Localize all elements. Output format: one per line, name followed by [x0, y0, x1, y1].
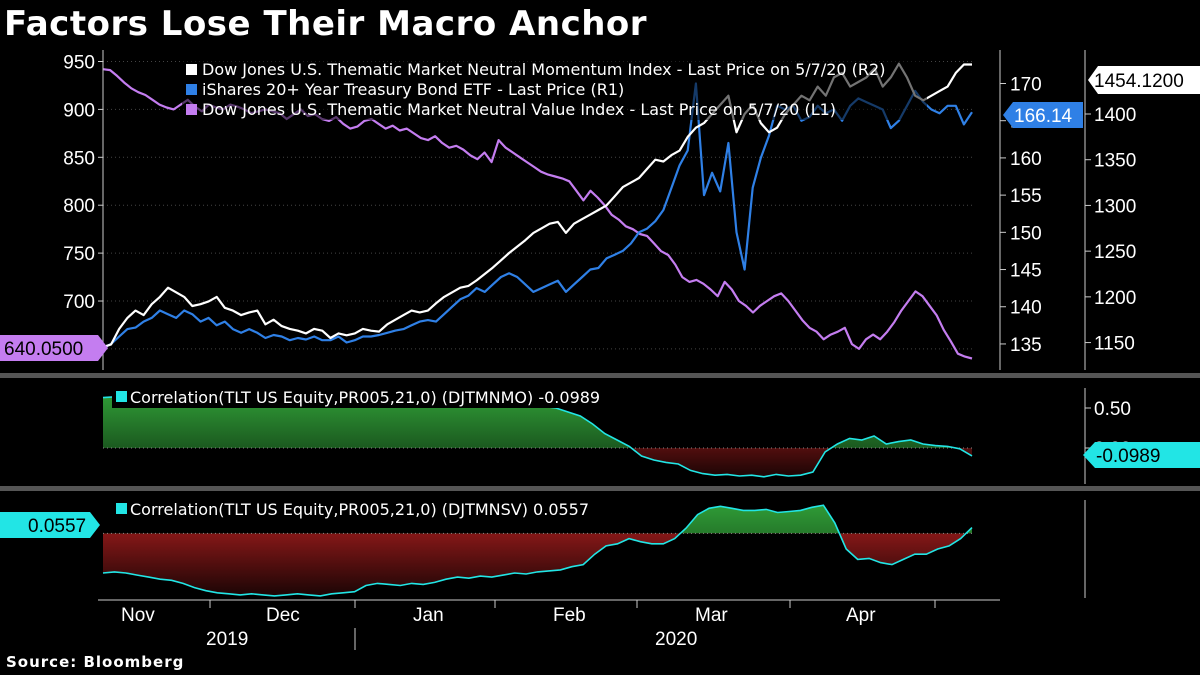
main-legend-box [182, 56, 927, 120]
corr2-legend-box [112, 498, 610, 520]
tick-label-l1: 850 [63, 148, 95, 169]
corr-momentum-negative-area [103, 448, 972, 477]
x-label-dec: Dec [266, 605, 300, 626]
x-label-feb: Feb [553, 605, 586, 626]
x-label-jan: Jan [413, 605, 444, 626]
tick-label-r2: 1300 [1094, 196, 1136, 217]
tick-label-l1: 950 [63, 52, 95, 73]
tick-label-r1: 170 [1010, 74, 1042, 95]
corr2-legend: Correlation(TLT US Equity,PR005,21,0) (D… [130, 500, 589, 519]
tag-corr2-label: 0.0557 [28, 516, 86, 537]
legend-momentum: Dow Jones U.S. Thematic Market Neutral M… [202, 60, 885, 79]
tick-label-l1: 800 [63, 196, 95, 217]
legend-tlt: iShares 20+ Year Treasury Bond ETF - Las… [202, 80, 624, 99]
x-label-nov: Nov [121, 605, 155, 626]
corr-momentum-positive-area [103, 395, 972, 448]
tag-tlt-label: 166.14 [1014, 106, 1073, 127]
corr-value-negative-area [103, 533, 972, 596]
tick-label-r1: 155 [1010, 186, 1042, 207]
tick-label-l1: 900 [63, 100, 95, 121]
tag-tlt: 166.14 [1003, 102, 1083, 128]
corr-value-line [102, 504, 973, 597]
year-label-2019: 2019 [206, 629, 248, 650]
legend-swatch-tlt [186, 84, 197, 95]
tick-label-r1: 145 [1010, 261, 1042, 282]
x-axis: Nov Dec Jan Feb Mar Apr 2019 2020 [121, 605, 876, 650]
tag-value: 640.0500 [0, 335, 108, 361]
tick-label-r1: 150 [1010, 223, 1042, 244]
panel-separator-1 [0, 373, 1200, 378]
panel-separator-2 [0, 486, 1200, 491]
tick-label-r1: 160 [1010, 149, 1042, 170]
tag-corr1-label: -0.0989 [1096, 446, 1160, 467]
x-label-mar: Mar [695, 605, 728, 626]
tick-label-r2: 1200 [1094, 288, 1136, 309]
tag-corr1: -0.0989 [1083, 442, 1200, 468]
tag-momentum: 1454.1200 [1088, 66, 1200, 94]
source-note: Source: Bloomberg [6, 653, 185, 671]
tick-label-l1: 750 [63, 244, 95, 265]
tick-label-r1: 140 [1010, 298, 1042, 319]
tag-momentum-label: 1454.1200 [1094, 71, 1184, 92]
corr2-legend-swatch [116, 503, 127, 514]
tick-label-r2: 1350 [1094, 151, 1136, 172]
tag-value-label: 640.0500 [4, 339, 83, 360]
axis-layer: 6507007508008509009501351401451501551601… [63, 50, 1136, 650]
corr1-legend-box [112, 386, 625, 408]
legend-swatch-momentum [186, 64, 197, 75]
tick-label-r2: 1250 [1094, 242, 1136, 263]
corr-momentum-tick-label: 0.50 [1094, 399, 1131, 420]
series-line-tlt [102, 82, 973, 349]
legend-swatch-value [186, 104, 197, 115]
tick-label-r2: 1400 [1094, 105, 1136, 126]
x-label-apr: Apr [846, 605, 876, 626]
correlation-panels [102, 394, 973, 597]
tag-corr2: 0.0557 [0, 512, 100, 538]
chart-title: Factors Lose Their Macro Anchor [4, 4, 648, 44]
tick-label-r2: 1150 [1094, 334, 1135, 355]
legend-value: Dow Jones U.S. Thematic Market Neutral V… [202, 100, 836, 119]
corr1-legend-swatch [116, 391, 127, 402]
year-label-2020: 2020 [655, 629, 697, 650]
tick-label-r1: 135 [1010, 335, 1042, 356]
tick-label-l1: 700 [63, 292, 95, 313]
corr-value-positive-area [680, 505, 972, 534]
corr1-legend: Correlation(TLT US Equity,PR005,21,0) (D… [130, 388, 600, 407]
